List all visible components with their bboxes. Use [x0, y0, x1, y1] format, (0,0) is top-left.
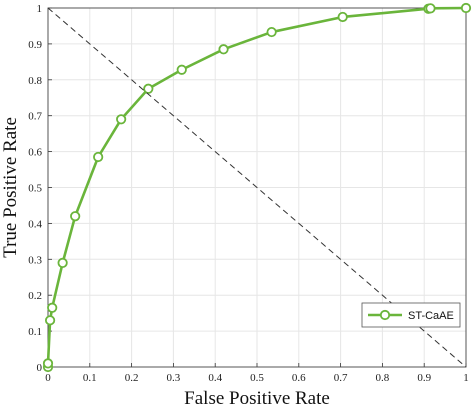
y-tick-label: 0.3 [28, 254, 42, 266]
y-tick-label: 0 [37, 362, 43, 374]
legend: ST-CaAE [361, 302, 461, 328]
plot-frame [47, 7, 467, 368]
x-tick-label: 0 [45, 372, 51, 384]
y-tick-label: 0.4 [28, 218, 42, 230]
series-layer [42, 2, 472, 373]
y-tick-label: 0.9 [28, 39, 42, 51]
x-tick-label: 0.7 [334, 372, 348, 384]
roc-point [143, 83, 154, 94]
roc-point [218, 44, 229, 55]
x-tick-label: 0.2 [125, 372, 139, 384]
x-axis-title: False Positive Rate [184, 388, 330, 409]
x-tick-label: 0.8 [376, 372, 390, 384]
roc-point [337, 11, 348, 23]
y-tick-label: 0.5 [28, 183, 42, 195]
y-tick-label: 1 [37, 3, 43, 15]
y-tick-label: 0.6 [28, 147, 42, 159]
roc-point [116, 114, 127, 125]
x-tick-label: 0.5 [250, 372, 264, 384]
roc-point [47, 302, 58, 313]
roc-curve-line [46, 6, 467, 367]
roc-point [57, 257, 68, 268]
x-tick-label: 0.1 [83, 372, 97, 384]
roc-point [460, 2, 472, 14]
axes [47, 7, 467, 368]
tick-labels: 0 0.1 0.2 0.3 0.4 0.5 0.6 0.7 0.8 0.9 1 0 0.1 0.2 0.3 0… [28, 3, 469, 384]
x-tick-label: 0.9 [417, 372, 431, 384]
y-tick-label: 0.7 [28, 111, 42, 123]
roc-point [93, 151, 104, 163]
roc-point [44, 315, 56, 326]
y-tick-label: 0.1 [28, 326, 42, 338]
diagonal-reference-line [47, 7, 467, 368]
roc-point [70, 211, 81, 222]
roc-point [425, 3, 436, 14]
legend-label: ST-CaAE [408, 310, 454, 322]
y-tick-label: 0.2 [28, 290, 42, 302]
roc-point [176, 64, 187, 75]
legend-marker [379, 309, 391, 321]
y-tick-label: 0.8 [28, 75, 42, 87]
x-tick-label: 1 [463, 372, 469, 384]
x-tick-label: 0.6 [292, 372, 306, 384]
roc-point [266, 26, 277, 38]
roc-point [42, 358, 54, 369]
y-axis-title: True Positive Rate [0, 117, 21, 258]
x-tick-label: 0.4 [208, 372, 222, 384]
x-tick-label: 0.3 [167, 372, 181, 384]
